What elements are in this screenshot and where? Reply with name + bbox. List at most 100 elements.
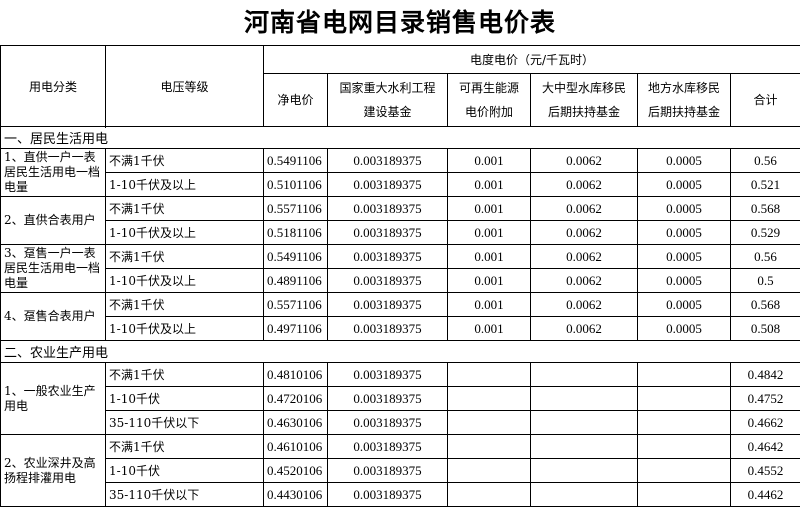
voltage-cell: 不满1千伏 (105, 244, 264, 269)
voltage-cell: 不满1千伏 (105, 292, 264, 317)
voltage-cell: 不满1千伏 (105, 434, 264, 459)
header-column: 地方水库移民 后期扶持基金 (637, 73, 731, 127)
value-cell (637, 362, 731, 387)
value-cell: 0.4662 (729, 410, 800, 435)
value-cell: 0.568 (729, 292, 800, 317)
voltage-cell: 不满1千伏 (105, 362, 264, 387)
value-cell (637, 458, 731, 483)
table-row: 1、直供一户一表居民生活用电一档电量 不满1千伏 0.5491106 0.003189… (0, 148, 800, 197)
table-row: 1-10千伏 0.4520106 0.003189375 0.4552 (1, 458, 800, 483)
voltage-cell: 1-10千伏及以上 (105, 268, 264, 293)
value-cell (447, 458, 531, 483)
value-cell: 0.0005 (637, 148, 731, 173)
header-line: 可再生能源 (458, 81, 519, 95)
value-cell: 0.0062 (530, 292, 638, 317)
header-line: 建设基金 (363, 105, 412, 119)
value-cell (530, 482, 638, 507)
header-line: 合计 (753, 93, 778, 107)
section-label: 二、农业生产用电 (0, 340, 800, 363)
header-voltage: 电压等级 (105, 45, 264, 127)
value-cell: 0.5181106 (263, 220, 328, 245)
value-cell: 0.003189375 (327, 172, 448, 197)
category-cell: 2、直供合表用户 (0, 196, 106, 245)
price-table: 用电分类 电压等级 电度电价（元/千瓦时） 净电价 国家重大水利工程 建设基金 可再生… (0, 45, 800, 507)
value-cell: 0.4642 (729, 434, 800, 459)
value-cell: 0.001 (447, 292, 531, 317)
value-cell (447, 482, 531, 507)
value-cell: 0.4752 (729, 386, 800, 411)
value-cell: 0.001 (447, 268, 531, 293)
value-cell: 0.0062 (530, 148, 638, 173)
value-cell (447, 434, 531, 459)
value-cell: 0.4610106 (263, 434, 328, 459)
table-row: 35-110千伏以下 0.4430106 0.003189375 0.4462 (1, 482, 800, 507)
value-cell: 0.003189375 (327, 268, 448, 293)
value-cell: 0.0005 (637, 172, 731, 197)
voltage-cell: 1-10千伏及以上 (105, 316, 264, 341)
value-cell: 0.5101106 (263, 172, 328, 197)
value-cell (637, 410, 731, 435)
value-cell (530, 410, 638, 435)
value-cell: 0.529 (729, 220, 800, 245)
header-line: 电价附加 (464, 105, 513, 119)
value-cell (530, 434, 638, 459)
category-cell: 4、趸售合表用户 (0, 292, 106, 341)
value-cell: 0.003189375 (327, 362, 448, 387)
header-line: 后期扶持基金 (547, 105, 620, 119)
value-cell: 0.4720106 (263, 386, 328, 411)
value-cell: 0.5491106 (263, 148, 328, 173)
table-row: 1-10千伏 0.4720106 0.003189375 0.4752 (1, 386, 800, 411)
value-cell: 0.0005 (637, 268, 731, 293)
value-cell: 0.4430106 (263, 482, 328, 507)
section-row: 一、居民生活用电 (0, 126, 800, 149)
value-cell: 0.568 (729, 196, 800, 221)
value-cell: 0.001 (447, 196, 531, 221)
value-cell: 0.0062 (530, 316, 638, 341)
value-cell (447, 410, 531, 435)
value-cell: 0.4462 (729, 482, 800, 507)
value-cell: 0.003189375 (327, 386, 448, 411)
value-cell: 0.5491106 (263, 244, 328, 269)
category-cell: 1、直供一户一表居民生活用电一档电量 (0, 148, 106, 197)
value-cell (447, 362, 531, 387)
value-cell: 0.0005 (637, 220, 731, 245)
voltage-cell: 不满1千伏 (105, 148, 264, 173)
header-line: 净电价 (277, 93, 314, 107)
value-cell (530, 458, 638, 483)
header-category: 用电分类 (0, 45, 106, 127)
value-cell: 0.0062 (530, 268, 638, 293)
value-cell: 0.001 (447, 316, 531, 341)
value-cell: 0.003189375 (327, 458, 448, 483)
value-cell: 0.003189375 (327, 292, 448, 317)
value-cell (637, 386, 731, 411)
value-cell: 0.0005 (637, 292, 731, 317)
header-price-group: 电度电价（元/千瓦时） (262, 45, 800, 74)
value-cell: 0.0062 (530, 172, 638, 197)
value-cell: 0.5571106 (263, 196, 328, 221)
voltage-cell: 不满1千伏 (105, 196, 264, 221)
value-cell: 0.0005 (637, 244, 731, 269)
value-cell: 0.521 (729, 172, 800, 197)
value-cell: 0.4971106 (263, 316, 328, 341)
value-cell (447, 386, 531, 411)
table-row: 1-10千伏及以上 0.4891106 0.003189375 0.001 0.0062… (1, 268, 800, 293)
value-cell: 0.003189375 (327, 410, 448, 435)
value-cell: 0.56 (729, 148, 800, 173)
value-cell: 0.001 (447, 148, 531, 173)
header-line: 后期扶持基金 (647, 105, 720, 119)
table-row: 1-10千伏及以上 0.5101106 0.003189375 0.001 0.0062… (1, 172, 800, 197)
value-cell: 0.003189375 (327, 196, 448, 221)
value-cell (637, 434, 731, 459)
section-label: 一、居民生活用电 (0, 126, 800, 149)
value-cell: 0.003189375 (327, 220, 448, 245)
category-cell: 3、趸售一户一表居民生活用电一档电量 (0, 244, 106, 293)
voltage-cell: 1-10千伏 (105, 458, 264, 483)
voltage-cell: 1-10千伏 (105, 386, 264, 411)
table-row: 1、一般农业生产用电 不满1千伏 0.4810106 0.003189375 0.484… (0, 362, 800, 435)
voltage-cell: 1-10千伏及以上 (105, 172, 264, 197)
page-title: 河南省电网目录销售电价表 (243, 8, 556, 37)
header-line: 地方水库移民 (647, 81, 720, 95)
section-row: 二、农业生产用电 (0, 340, 800, 363)
value-cell: 0.4630106 (263, 410, 328, 435)
value-cell (530, 386, 638, 411)
